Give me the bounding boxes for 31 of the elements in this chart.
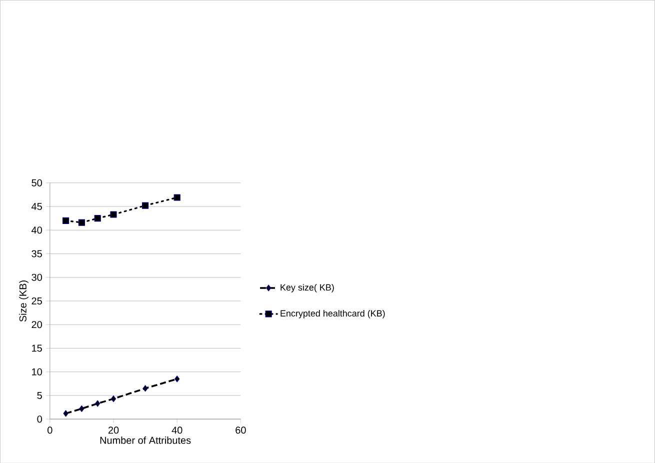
- x-tick-label: 20: [108, 426, 119, 434]
- point: [110, 395, 116, 402]
- y-tick-label: 30: [32, 274, 42, 281]
- point: [174, 194, 180, 201]
- x-tick-label: 40: [172, 426, 182, 434]
- y-axis-title: Size (KB): [19, 280, 28, 322]
- y-tick-label: 20: [32, 320, 42, 328]
- point: [62, 217, 70, 224]
- point: [94, 214, 101, 222]
- y-tick-label: 15: [32, 344, 42, 352]
- y-tick-label: 0: [37, 415, 42, 422]
- point: [78, 219, 85, 226]
- y-tick-label: 45: [32, 202, 42, 210]
- x-tick-label: 0: [48, 426, 52, 434]
- point: [142, 384, 148, 392]
- point: [79, 405, 84, 412]
- point: [95, 400, 100, 407]
- legend-label: Encrypted healthcard (KB): [280, 310, 385, 318]
- point: [110, 211, 117, 218]
- y-tick-label: 35: [32, 250, 42, 258]
- point: [174, 375, 180, 382]
- legend-label: Key size( KB): [280, 284, 334, 292]
- y-tick-label: 10: [32, 368, 42, 376]
- x-tick-label: 60: [236, 426, 246, 434]
- y-tick-label: 40: [32, 226, 42, 234]
- x-axis-title: Number of Attributes: [100, 436, 191, 444]
- y-tick-label: 5: [37, 392, 42, 399]
- y-tick-label: 25: [32, 297, 42, 304]
- point: [142, 202, 149, 209]
- y-tick-label: 50: [32, 179, 42, 186]
- point: [63, 410, 68, 417]
